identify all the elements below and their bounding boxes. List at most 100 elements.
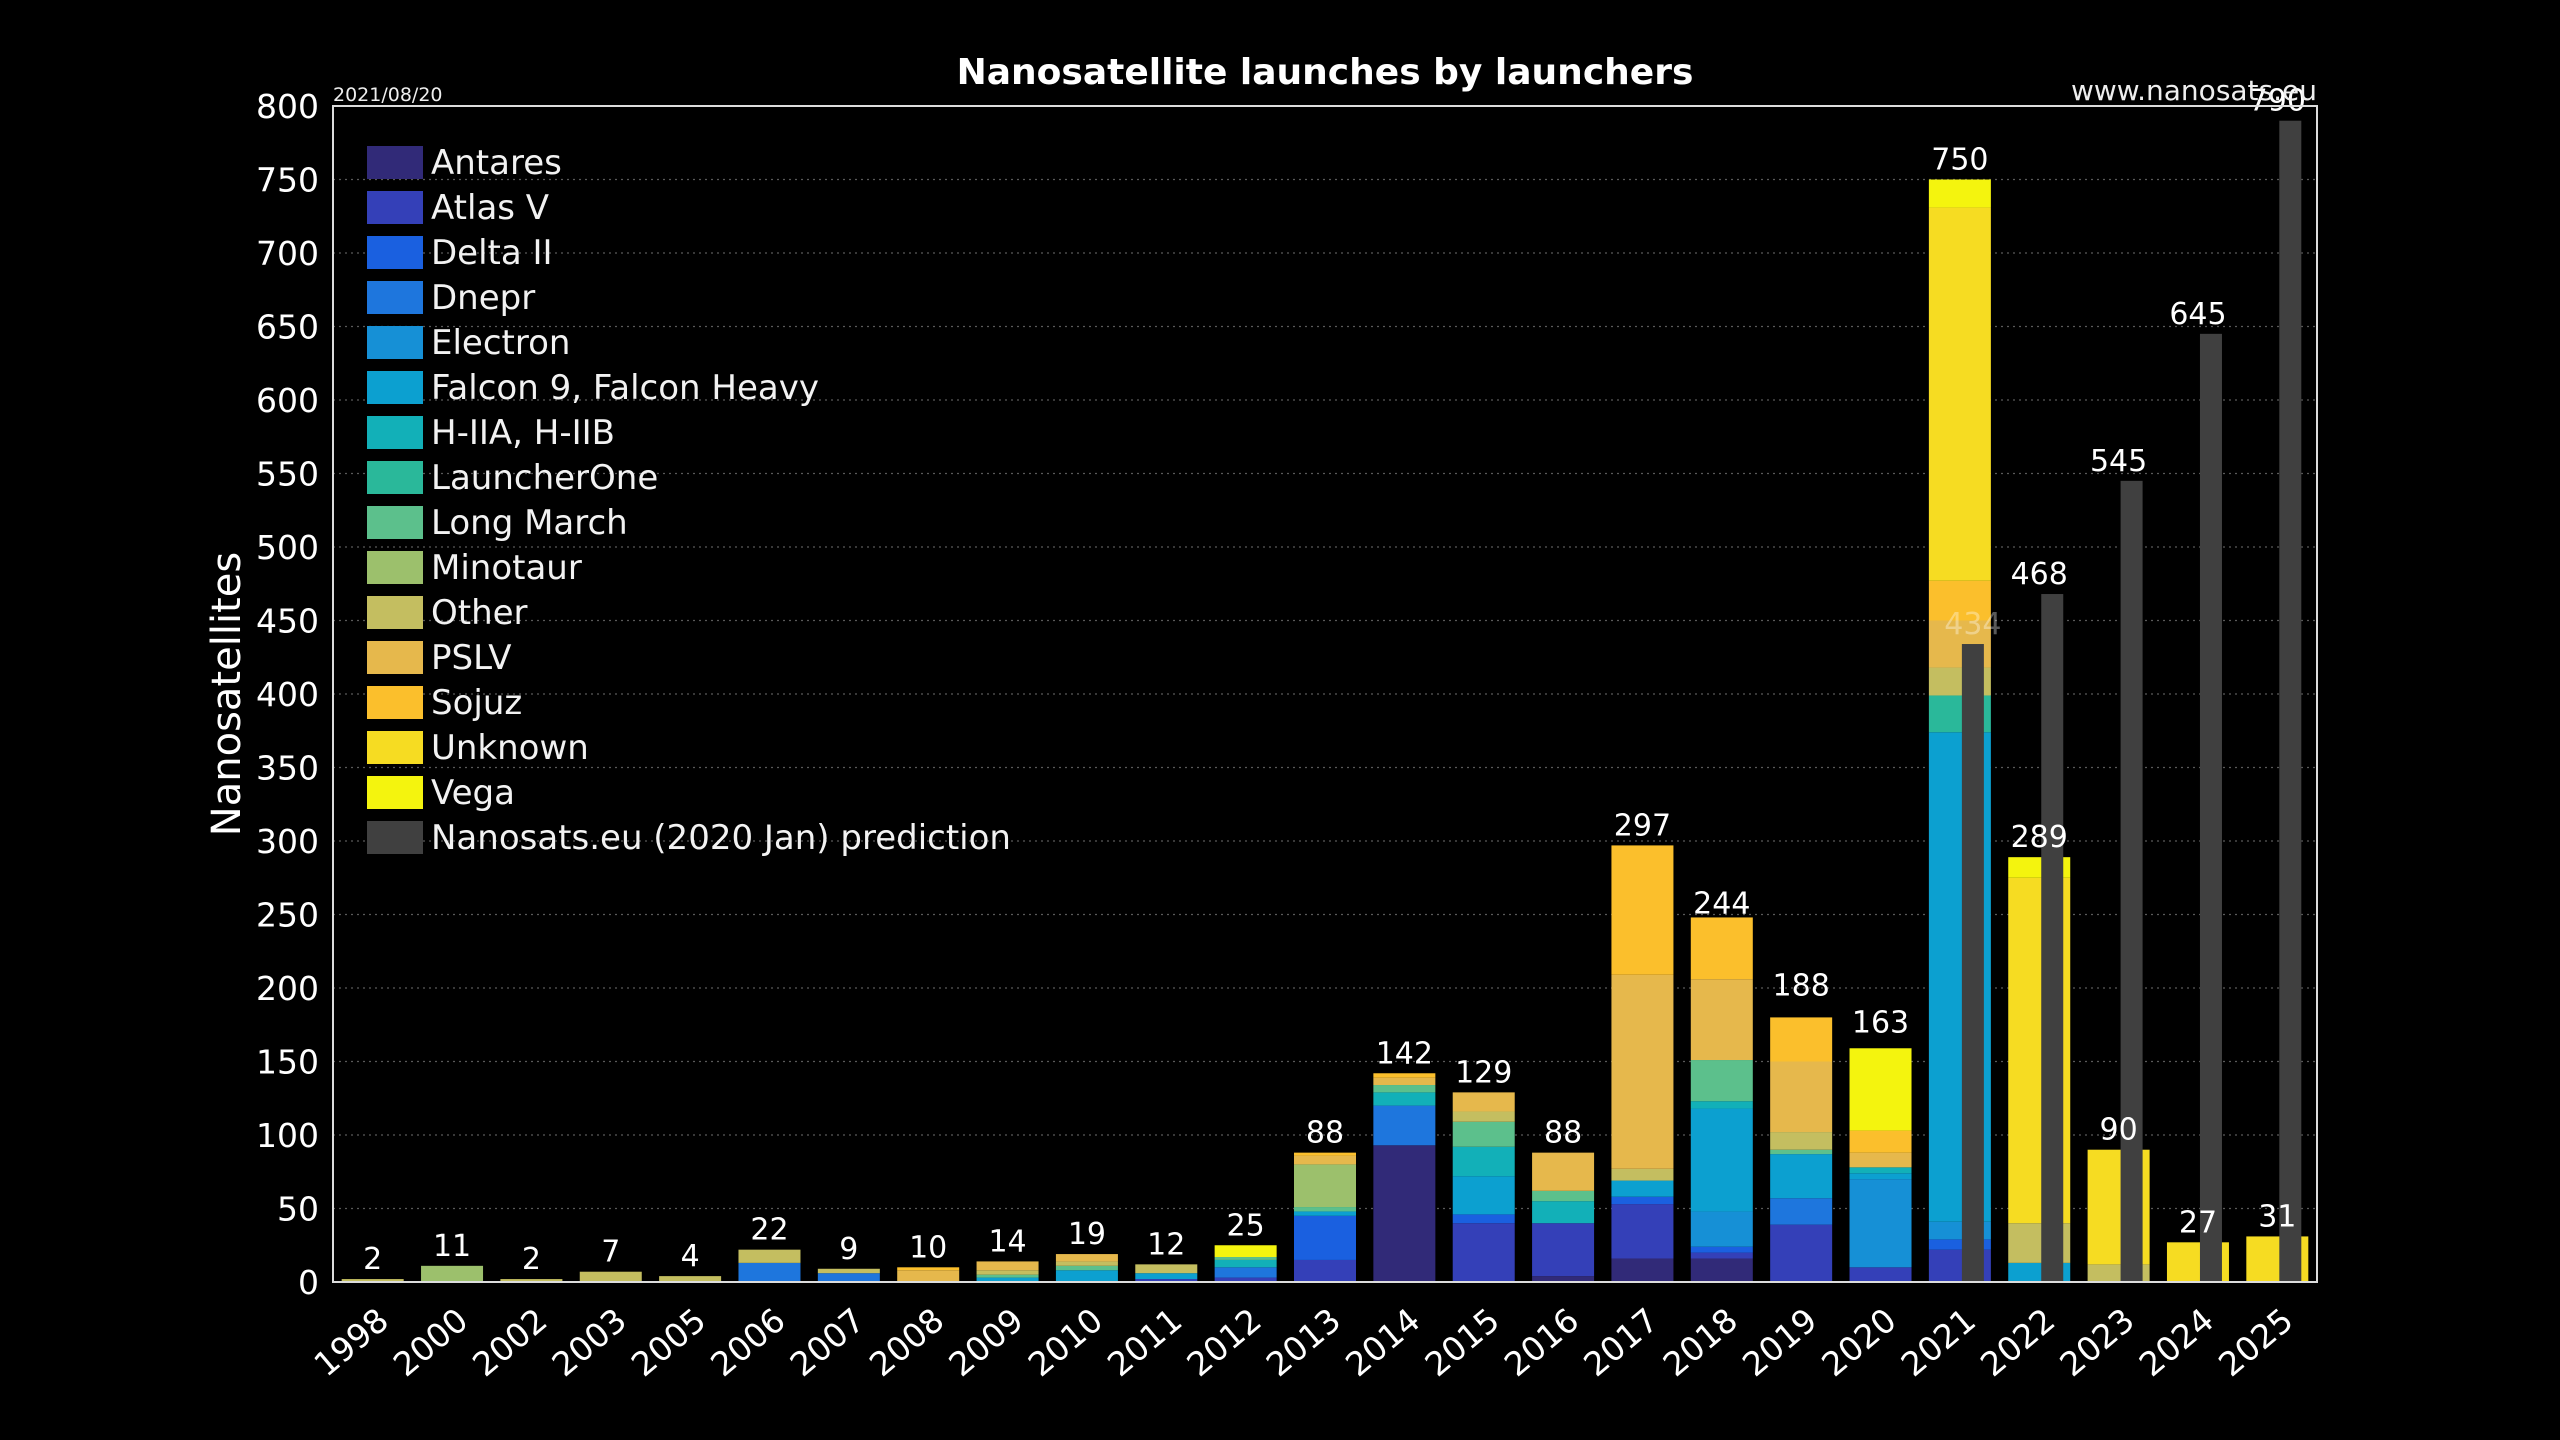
x-tick-label: 2011 (1100, 1300, 1189, 1384)
bar-value-label: 11 (433, 1229, 471, 1264)
bar-value-label: 22 (750, 1213, 788, 1248)
y-tick-label: 500 (256, 528, 319, 567)
bar-segment (1690, 979, 1753, 1061)
bar-segment (1294, 1207, 1356, 1212)
bar-segment (1928, 179, 1991, 208)
bar-value-label: 545 (2090, 444, 2147, 479)
legend-item: Falcon 9, Falcon Heavy (367, 365, 1011, 410)
bar-segment-prediction (2120, 480, 2143, 1283)
bar-segment (1055, 1254, 1118, 1262)
y-tick-label: 650 (256, 308, 319, 347)
bar-segment (1928, 207, 1991, 581)
bar-segment (1690, 1246, 1753, 1253)
bar-value-label: 12 (1147, 1227, 1185, 1262)
bar-segment (1611, 1204, 1674, 1259)
bar-value-label: 750 (1931, 143, 1988, 178)
y-tick-label: 150 (256, 1043, 319, 1082)
bar-value-label: 27 (2179, 1205, 2217, 1240)
x-tick-label: 2022 (1973, 1300, 2062, 1384)
legend-swatch (367, 551, 423, 584)
bar-segment (1373, 1085, 1436, 1093)
legend-swatch (367, 776, 423, 809)
legend-label: PSLV (431, 637, 512, 678)
bar-segment (817, 1268, 880, 1274)
x-tick-label: 2008 (862, 1300, 951, 1384)
bar-segment (1611, 845, 1674, 975)
legend-item: Long March (367, 500, 1011, 545)
plot-frame (332, 105, 2318, 1283)
bar-segment (1690, 1108, 1753, 1212)
bar-value-label: 90 (2100, 1113, 2138, 1148)
legend-item: Nanosats.eu (2020 Jan) prediction (367, 815, 1011, 860)
y-tick-label: 300 (256, 822, 319, 861)
legend-label: Sojuz (431, 682, 523, 723)
y-tick-label: 700 (256, 234, 319, 273)
legend-swatch (367, 596, 423, 629)
bar-segment (659, 1276, 722, 1282)
x-tick-label: 2010 (1021, 1300, 1110, 1384)
legend-item: Antares (367, 140, 1011, 185)
bar-value-label: 4 (681, 1239, 700, 1274)
bar-value-label: 244 (1693, 886, 1750, 921)
legend-swatch (367, 641, 423, 674)
bar-value-label: 468 (2011, 557, 2068, 592)
bar-segment-prediction (1961, 644, 1984, 1282)
x-tick-label: 2019 (1735, 1300, 1824, 1384)
bar-segment (976, 1261, 1039, 1271)
bar-segment (1294, 1211, 1356, 1216)
legend-label: Antares (431, 142, 562, 183)
bar-segment (976, 1274, 1039, 1278)
x-tick-label: 2025 (2211, 1300, 2300, 1384)
legend-item: Electron (367, 320, 1011, 365)
bar-segment (1452, 1092, 1515, 1112)
x-tick-label: 1998 (306, 1300, 395, 1384)
legend-item: Other (367, 590, 1011, 635)
bar-segment (1690, 1060, 1753, 1102)
y-axis-label: Nanosatellites (204, 552, 250, 836)
bar-segment (1532, 1201, 1595, 1224)
legend-item: LauncherOne (367, 455, 1011, 500)
bar-segment (1214, 1259, 1277, 1268)
x-tick-label: 2006 (703, 1300, 792, 1384)
legend-label: Dnepr (431, 277, 536, 318)
legend-item: Minotaur (367, 545, 1011, 590)
bar-segment (1452, 1214, 1515, 1224)
bar-segment (1294, 1152, 1356, 1156)
bar-segment (1770, 1017, 1833, 1062)
chart-title: Nanosatellite launches by launchers (956, 52, 1694, 93)
bar-segment (1770, 1154, 1833, 1199)
bar-value-label: 142 (1376, 1036, 1433, 1071)
bar-segment (421, 1265, 484, 1282)
legend-swatch (367, 686, 423, 719)
bar-segment (1532, 1223, 1595, 1277)
bar-value-label: 188 (1773, 969, 1830, 1004)
bar-segment (1294, 1155, 1356, 1165)
bar-segment (1373, 1077, 1436, 1086)
bar-segment (1928, 1239, 1991, 1250)
bar-segment (1214, 1245, 1277, 1258)
bar-value-label: 25 (1227, 1208, 1265, 1243)
legend-label: Long March (431, 502, 628, 543)
legend-label: Other (431, 592, 528, 633)
bar-segment (1611, 1258, 1674, 1282)
bar-segment (1532, 1190, 1595, 1202)
bar-segment (1294, 1259, 1356, 1282)
source-website: www.nanosats.eu (2071, 74, 2317, 107)
legend-item: H-IIA, H-IIB (367, 410, 1011, 455)
bar-segment (1611, 974, 1674, 1169)
bar-segment (1135, 1264, 1198, 1274)
y-tick-label: 0 (298, 1263, 319, 1302)
bar-segment (1135, 1279, 1198, 1282)
x-tick-label: 2003 (544, 1300, 633, 1384)
bar-segment (1373, 1105, 1436, 1146)
bar-value-label: 2 (363, 1242, 382, 1277)
bar-segment (1452, 1223, 1515, 1282)
bar-segment (1690, 1258, 1753, 1282)
legend-swatch (367, 416, 423, 449)
bar-segment (1373, 1092, 1436, 1106)
legend-swatch (367, 506, 423, 539)
bar-value-label: 297 (1614, 808, 1671, 843)
x-tick-label: 2016 (1497, 1300, 1586, 1384)
y-tick-label: 350 (256, 749, 319, 788)
